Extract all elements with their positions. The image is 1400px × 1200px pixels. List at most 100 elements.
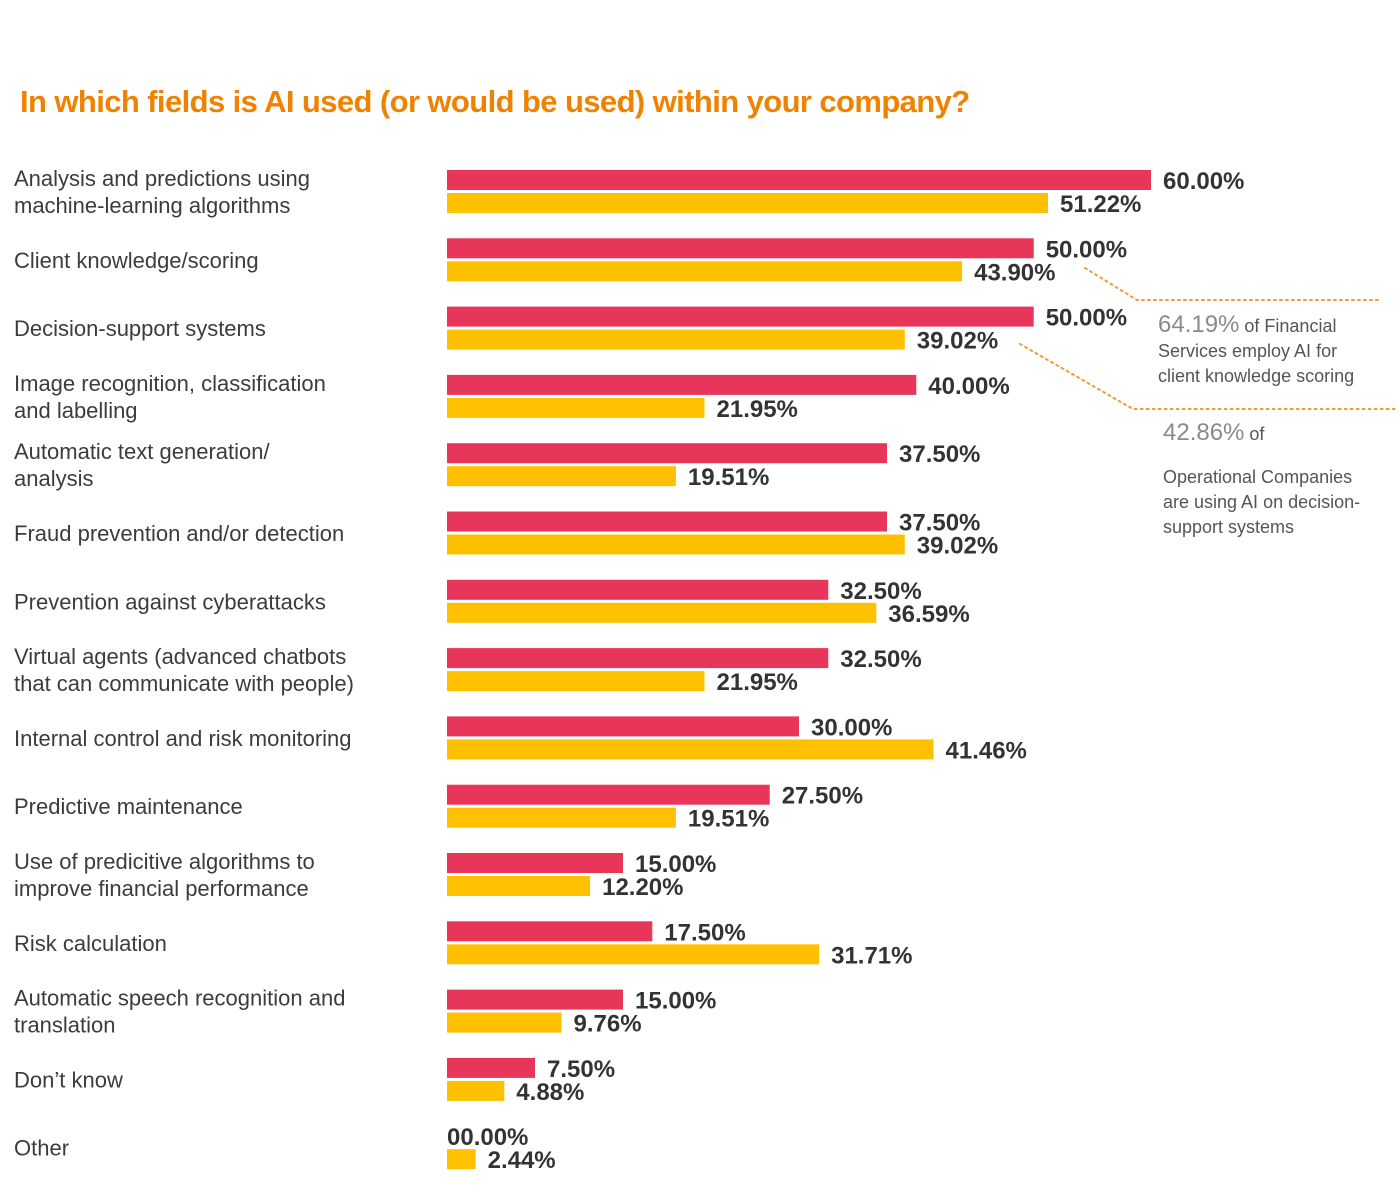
value-label: 21.95% (717, 396, 798, 423)
bar-series-1 (447, 443, 887, 464)
value-label: 4.88% (516, 1079, 584, 1106)
value-label: 9.76% (574, 1011, 642, 1038)
category-label-line: improve financial performance (14, 876, 309, 901)
callout-text-line: Services employ AI for (1158, 341, 1337, 361)
category-label-line: Don’t know (14, 1067, 123, 1092)
category-label-line: Use of predicitive algorithms to (14, 849, 315, 874)
value-label: 27.50% (782, 783, 863, 810)
bar-series-2 (447, 534, 905, 555)
value-label: 19.51% (688, 464, 769, 491)
value-label: 7.50% (547, 1056, 615, 1083)
category-label-line: analysis (14, 466, 93, 491)
bar-series-1 (447, 716, 799, 737)
category-label-line: Internal control and risk monitoring (14, 726, 352, 751)
bars (447, 170, 1151, 1170)
category-label-line: Automatic speech recognition and (14, 986, 345, 1011)
category-label-line: Decision-support systems (14, 316, 266, 341)
category-labels: Analysis and predictions using machine-le… (14, 166, 354, 1161)
value-label: 37.50% (899, 441, 980, 468)
category-label-line: Automatic text generation/ (14, 439, 270, 464)
value-label: 00.00% (447, 1124, 528, 1151)
category-label-line: and labelling (14, 398, 138, 423)
bar-series-1 (447, 853, 623, 873)
bar-series-2 (447, 739, 934, 760)
bar-series-2 (447, 671, 705, 692)
bar-series-2 (447, 1149, 476, 1170)
value-label: 2.44% (488, 1147, 556, 1174)
value-label: 39.02% (917, 328, 998, 355)
value-label: 60.00% (1163, 168, 1244, 195)
value-label: 36.59% (888, 601, 969, 628)
callout-highlight: 42.86% (1163, 419, 1244, 446)
bar-series-1 (447, 374, 917, 395)
callout-text-line: support systems (1163, 517, 1294, 537)
value-label: 50.00% (1046, 236, 1127, 263)
value-label: 32.50% (840, 646, 921, 673)
value-label: 12.20% (602, 874, 683, 901)
bar-series-1 (447, 238, 1034, 259)
value-label: 37.50% (899, 510, 980, 537)
category-label-line: Analysis and predictions using (14, 166, 310, 191)
category-label-line: Risk calculation (14, 931, 167, 956)
bar-series-1 (447, 170, 1151, 190)
category-label-line: Virtual agents (advanced chatbots (14, 644, 346, 669)
bar-series-1 (447, 784, 770, 805)
value-label: 30.00% (811, 714, 892, 741)
bar-series-2 (447, 193, 1048, 213)
value-label: 43.90% (974, 259, 1055, 286)
value-label: 19.51% (688, 806, 769, 833)
value-label: 15.00% (635, 851, 716, 878)
category-label: Decision-support systems (14, 316, 266, 341)
bar-series-2 (447, 876, 591, 896)
value-label: 51.22% (1060, 191, 1141, 218)
category-label: Client knowledge/scoring (14, 248, 259, 273)
category-label-line: Client knowledge/scoring (14, 248, 259, 273)
bar-series-1 (447, 648, 829, 669)
callout-text: of Financial (1239, 316, 1336, 336)
bar-series-2 (447, 1080, 505, 1101)
category-label: Predictive maintenance (14, 794, 243, 819)
value-label: 50.00% (1046, 305, 1127, 332)
category-label-line: that can communicate with people) (14, 671, 354, 696)
value-label: 40.00% (928, 373, 1009, 400)
category-label-line: Prevention against cyberattacks (14, 589, 326, 614)
category-label: Use of predicitive algorithms to improve … (14, 849, 315, 901)
value-label: 41.46% (946, 737, 1027, 764)
bar-series-1 (447, 1057, 535, 1078)
category-label: Prevention against cyberattacks (14, 589, 326, 614)
value-label: 39.02% (917, 533, 998, 560)
bar-series-2 (447, 1012, 562, 1033)
callout-first-line: 64.19% of Financial (1158, 311, 1336, 338)
bar-series-2 (447, 466, 676, 487)
bar-series-2 (447, 807, 676, 828)
bar-series-1 (447, 306, 1034, 327)
category-label-line: Fraud prevention and/or detection (14, 521, 344, 546)
category-label-line: machine-learning algorithms (14, 193, 290, 218)
category-label-line: Image recognition, classification (14, 371, 326, 396)
value-label: 17.50% (664, 919, 745, 946)
value-label: 21.95% (717, 669, 798, 696)
category-label: Don’t know (14, 1067, 123, 1092)
value-labels: 60.00%51.22%50.00%43.90%50.00%39.02%40.0… (447, 168, 1244, 1174)
category-label: Risk calculation (14, 931, 167, 956)
callout-connector (1084, 267, 1381, 301)
bar-series-2 (447, 397, 705, 418)
category-label-line: Other (14, 1136, 69, 1161)
category-label-line: translation (14, 1013, 116, 1038)
category-label-line: Predictive maintenance (14, 794, 243, 819)
category-label: Image recognition, classification and lab… (14, 371, 326, 423)
category-label: Automatic text generation/analysis (14, 439, 270, 491)
bar-series-2 (447, 944, 820, 965)
value-label: 15.00% (635, 988, 716, 1015)
callout-first-line: 42.86% of (1163, 419, 1265, 446)
chart-title: In which fields is AI used (or would be … (20, 84, 970, 119)
category-label: Fraud prevention and/or detection (14, 521, 344, 546)
value-label: 32.50% (840, 578, 921, 605)
callout-text-line: Operational Companies (1163, 467, 1352, 487)
bar-series-2 (447, 329, 905, 350)
callout-text-line: client knowledge scoring (1158, 366, 1354, 386)
callout-highlight: 64.19% (1158, 311, 1239, 338)
callout-text: of (1244, 424, 1265, 444)
bar-series-1 (447, 511, 887, 532)
